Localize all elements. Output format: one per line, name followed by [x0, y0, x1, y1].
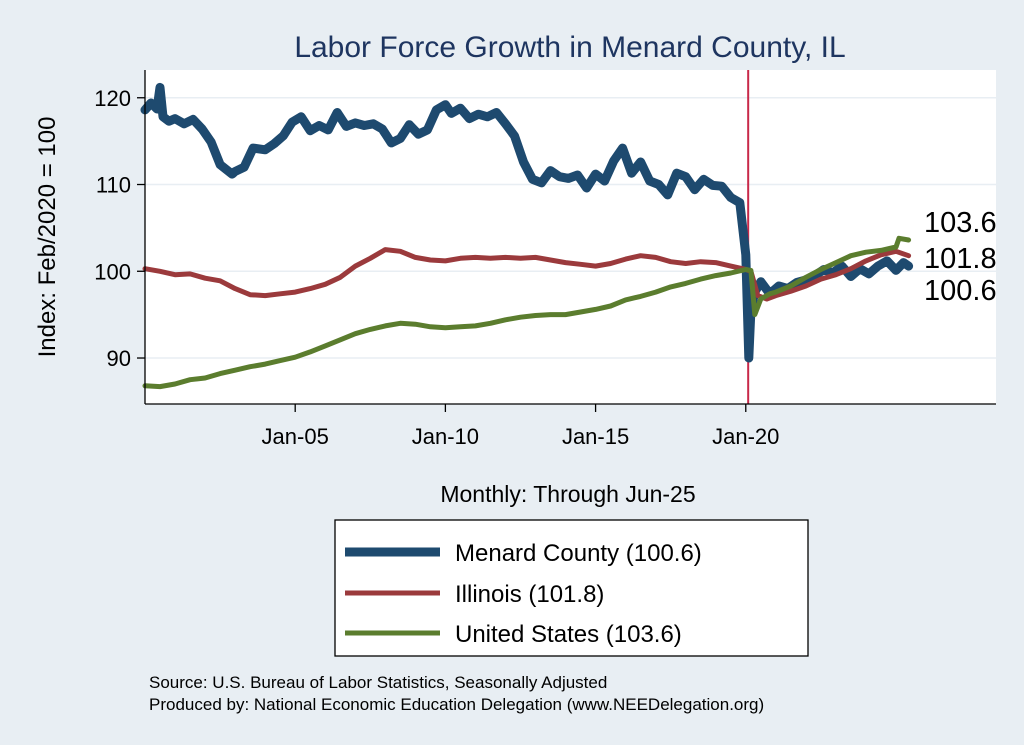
series-line-united-states: [142, 235, 912, 390]
legend-label-menard: Menard County (100.6): [455, 540, 702, 567]
source-note: Source: U.S. Bureau of Labor Statistics,…: [149, 673, 607, 692]
end-label-menard-county: 100.6: [924, 275, 997, 307]
legend: Menard County (100.6) Illinois (101.8) U…: [334, 519, 809, 657]
series-line-menard-county: [140, 82, 914, 363]
end-label-united-states: 103.6: [924, 207, 997, 239]
chart-title: Labor Force Growth in Menard County, IL: [294, 31, 845, 64]
y-tick-label-120: 120: [94, 86, 131, 111]
series-layer: [140, 82, 914, 390]
y-tick-label-90: 90: [107, 346, 131, 371]
y-tick-label-110: 110: [96, 173, 131, 198]
y-axis-label: Index: Feb/2020 = 100: [34, 117, 61, 358]
x-tick-label-Jan-20: Jan-20: [712, 424, 779, 449]
x-tick-label-Jan-05: Jan-05: [262, 424, 329, 449]
producer-note: Produced by: National Economic Education…: [149, 695, 764, 714]
y-tick-label-100: 100: [94, 259, 131, 284]
x-axis-label: Monthly: Through Jun-25: [440, 481, 695, 507]
legend-label-illinois: Illinois (101.8): [455, 581, 604, 608]
tick-layer: 90 100 110 120 Jan-05 Jan-10 Jan-15 Jan-20: [94, 86, 779, 449]
legend-label-us: United States (103.6): [455, 621, 682, 648]
series-line-illinois: [142, 247, 912, 302]
x-tick-label-Jan-15: Jan-15: [562, 424, 629, 449]
end-label-illinois: 101.8: [924, 243, 997, 275]
plot-area: [145, 70, 996, 404]
x-tick-label-Jan-10: Jan-10: [412, 424, 479, 449]
